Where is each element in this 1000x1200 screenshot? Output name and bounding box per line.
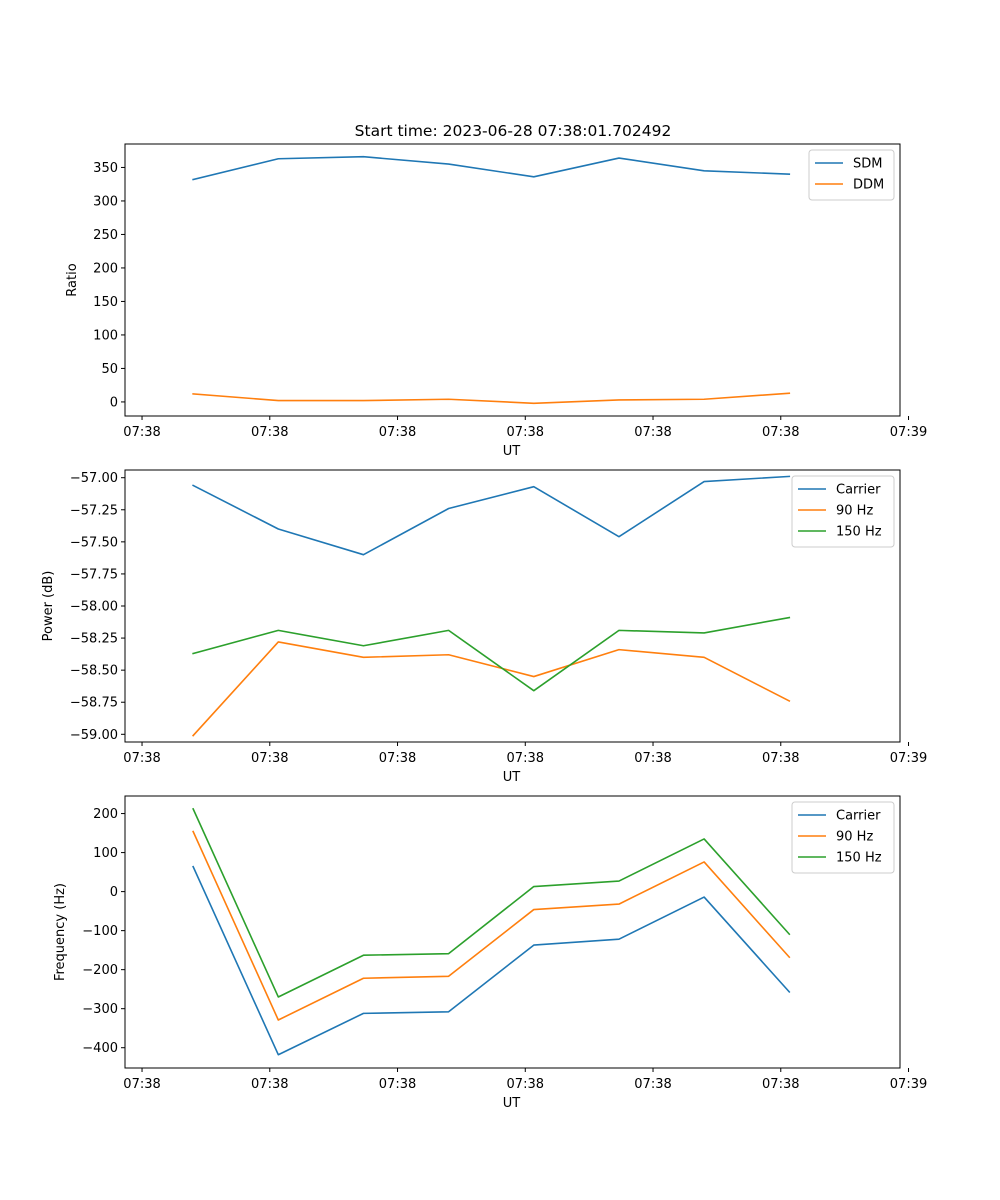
x-tick-label: 07:38	[762, 1077, 799, 1092]
x-tick-label: 07:38	[123, 751, 160, 766]
y-tick-label: −58.50	[70, 664, 118, 679]
axes-frame	[124, 143, 901, 417]
x-tick-label: 07:38	[634, 751, 671, 766]
y-axis-label: Frequency (Hz)	[53, 883, 68, 981]
y-tick-label: −58.75	[70, 696, 118, 711]
x-tick-label: 07:38	[251, 751, 288, 766]
y-tick-label: 100	[93, 328, 118, 343]
x-tick-label: 07:38	[251, 425, 288, 440]
legend: SDM DDM	[808, 149, 895, 201]
series-line-carrier	[192, 475, 791, 556]
legend-entry: 90 Hz	[836, 830, 873, 845]
x-tick-label: 07:39	[890, 425, 927, 440]
subplot-2: −59.00 −58.75 −58.50 −58.25 −58.00 −57.75 −57.…	[41, 469, 927, 785]
x-tick-label: 07:38	[634, 1077, 671, 1092]
x-tick-label: 07:38	[762, 425, 799, 440]
legend-box	[791, 475, 895, 548]
y-tick-label: 200	[93, 261, 118, 276]
x-tick-label: 07:38	[762, 751, 799, 766]
legend: Carrier 90 Hz 150 Hz	[791, 801, 895, 874]
y-tick-label: 200	[93, 807, 118, 822]
x-tick-label: 07:38	[123, 425, 160, 440]
y-tick-label: 50	[101, 362, 118, 377]
series-line-carrier	[192, 865, 791, 1056]
y-tick-label: −57.25	[70, 503, 118, 518]
subplot-1: 0 50 100 150 200 250 300 350 07:38 07:38 07:38 07:3…	[65, 143, 927, 459]
y-axis-label: Ratio	[65, 263, 80, 296]
x-tick-label: 07:38	[507, 1077, 544, 1092]
x-tick-label: 07:38	[507, 425, 544, 440]
y-tick-label: −57.00	[70, 471, 118, 486]
x-tick-label: 07:38	[507, 751, 544, 766]
legend-entry: 90 Hz	[836, 504, 873, 519]
plots: 0 50 100 150 200 250 300 350 07:38 07:38 07:38 07:3…	[41, 143, 927, 1111]
x-tick-label: 07:39	[890, 751, 927, 766]
y-tick-label: 150	[93, 295, 118, 310]
y-axis-label: Power (dB)	[41, 571, 56, 642]
series-line-150-hz	[192, 807, 791, 998]
x-tick-label: 07:38	[251, 1077, 288, 1092]
legend-entry: Carrier	[836, 483, 881, 498]
y-tick-label: −300	[82, 1002, 118, 1017]
x-tick-label: 07:38	[634, 425, 671, 440]
y-tick-label: −59.00	[70, 728, 118, 743]
figure-title: Start time: 2023-06-28 07:38:01.702492	[355, 122, 672, 140]
y-tick-label: −57.75	[70, 567, 118, 582]
series-line-90-hz	[192, 830, 791, 1021]
y-tick-label: 0	[110, 395, 118, 410]
legend-entry: DDM	[853, 178, 884, 193]
legend-entry: Carrier	[836, 809, 881, 824]
y-tick-label: −58.00	[70, 600, 118, 615]
y-tick-label: 100	[93, 846, 118, 861]
y-tick-label: −200	[82, 963, 118, 978]
series-line-90-hz	[191, 641, 791, 737]
series-line-sdm	[192, 155, 791, 181]
y-tick-label: −400	[82, 1041, 118, 1056]
y-tick-label: 300	[93, 194, 118, 209]
x-tick-label: 07:38	[379, 1077, 416, 1092]
legend-entry: 150 Hz	[836, 851, 882, 866]
y-tick-label: −58.25	[70, 632, 118, 647]
y-tick-label: 350	[93, 161, 118, 176]
y-tick-label: 250	[93, 228, 118, 243]
y-tick-label: −57.50	[70, 535, 118, 550]
legend-box	[791, 801, 895, 874]
x-tick-label: 07:38	[123, 1077, 160, 1092]
legend-entry: 150 Hz	[836, 525, 882, 540]
x-axis-label: UT	[503, 444, 521, 459]
y-tick-label: 0	[110, 885, 118, 900]
x-tick-label: 07:38	[379, 751, 416, 766]
series-line-ddm	[192, 392, 791, 405]
subplot-3: −400 −300 −200 −100 0 100 200 07:38 07:38 07:38 07…	[53, 795, 927, 1111]
x-axis-label: UT	[503, 770, 521, 785]
legend-entry: SDM	[853, 157, 882, 172]
x-tick-label: 07:38	[379, 425, 416, 440]
series-line-150-hz	[192, 616, 791, 692]
legend: Carrier 90 Hz 150 Hz	[791, 475, 895, 548]
axes-frame	[124, 795, 901, 1069]
x-axis-label: UT	[503, 1096, 521, 1111]
y-tick-label: −100	[82, 924, 118, 939]
x-tick-label: 07:39	[890, 1077, 927, 1092]
